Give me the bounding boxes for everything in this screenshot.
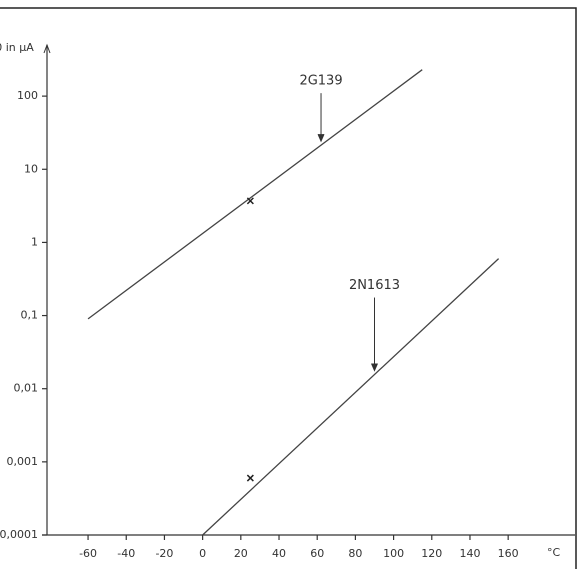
marker bbox=[246, 197, 254, 205]
y-axis-label: I0 in µA bbox=[0, 41, 34, 54]
y-axis-arrow bbox=[43, 43, 51, 54]
y-tick-label: 0,01 bbox=[14, 382, 39, 395]
annotation-arrowhead bbox=[371, 363, 378, 372]
x-tick-label: 0 bbox=[199, 547, 206, 560]
y-tick-label: 0,001 bbox=[7, 455, 39, 468]
x-tick-label: 80 bbox=[348, 547, 362, 560]
x-unit: °C bbox=[547, 546, 561, 559]
series-line bbox=[202, 258, 500, 536]
x-tick-label: -40 bbox=[117, 547, 135, 560]
x-tick-label: 160 bbox=[498, 547, 519, 560]
y-tick-label: 1 bbox=[31, 235, 38, 248]
x-tick-label: 60 bbox=[310, 547, 324, 560]
frame bbox=[0, 7, 577, 569]
y-tick-label: 0,1 bbox=[21, 309, 39, 322]
x-tick-label: -60 bbox=[79, 547, 97, 560]
x-tick-label: 20 bbox=[234, 547, 248, 560]
series-line bbox=[87, 69, 423, 320]
y-tick-label: 10 bbox=[24, 162, 38, 175]
x-tick-label: 40 bbox=[272, 547, 286, 560]
x-tick-label: -20 bbox=[155, 547, 173, 560]
x-tick-label: 140 bbox=[459, 547, 480, 560]
marker bbox=[246, 474, 254, 482]
y-tick-label: 0,0001 bbox=[0, 528, 38, 541]
series-label: 2N1613 bbox=[349, 278, 400, 293]
series-label: 2G139 bbox=[299, 74, 342, 89]
x-tick-label: 120 bbox=[421, 547, 442, 560]
x-tick-label: 100 bbox=[383, 547, 404, 560]
y-tick-label: 100 bbox=[17, 89, 38, 102]
annotation-arrowhead bbox=[317, 133, 325, 143]
